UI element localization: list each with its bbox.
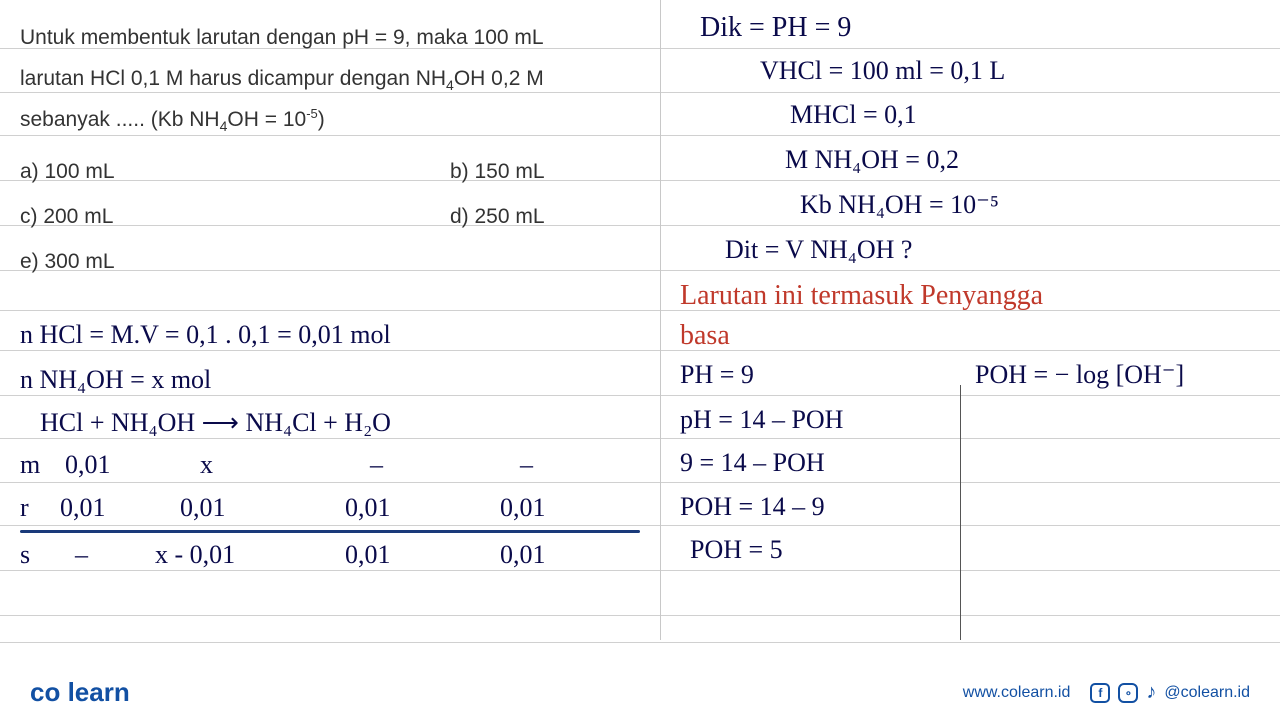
m-label: m [20,450,40,480]
s-v1: – [75,540,88,570]
m-v1: 0,01 [65,450,111,480]
option-e: e) 300 mL [20,250,115,274]
instagram-icon: ∘ [1118,683,1138,703]
s-v2: x - 0,01 [155,540,235,570]
work-nnh4oh: n NH₄OH = x mol [20,365,211,395]
r-v2: 0,01 [180,493,226,523]
footer-url: www.colearn.id [963,684,1071,702]
work-poh1: POH = 14 – 9 [680,492,825,522]
option-c: c) 200 mL [20,205,113,229]
given-mhcl: MHCl = 0,1 [790,100,917,130]
question-line1: Untuk membentuk larutan dengan pH = 9, m… [20,18,640,59]
r-label: r [20,493,29,523]
m-v2: x [200,450,213,480]
reaction-divider [20,530,640,533]
r-v4: 0,01 [500,493,546,523]
given-dit: Dit = V NH₄OH ? [725,235,912,265]
tiktok-icon: ♪ [1146,681,1156,704]
question-block: Untuk membentuk larutan dengan pH = 9, m… [20,18,640,141]
given-mnh4oh: M NH₄OH = 0,2 [785,145,959,175]
s-v4: 0,01 [500,540,546,570]
footer: co learn www.colearn.id f ∘ ♪ @colearn.i… [0,665,1280,720]
given-kb: Kb NH₄OH = 10⁻⁵ [800,190,999,220]
note-line1: Larutan ini termasuk Penyangga [680,280,1043,312]
work-nhcl: n HCl = M.V = 0,1 . 0,1 = 0,01 mol [20,320,391,350]
m-v4: – [520,450,533,480]
s-label: s [20,540,30,570]
vertical-divider-sub [960,385,961,640]
question-line3: sebanyak ..... (Kb NH4OH = 10-5) [20,100,640,141]
work-poh5: POH = 5 [690,535,783,565]
work-reaction: HCl + NH₄OH ⟶ NH₄Cl + H₂O [40,408,391,438]
option-d: d) 250 mL [450,205,545,229]
work-ph9: PH = 9 [680,360,754,390]
note-line2: basa [680,320,730,352]
given-dik: Dik = PH = 9 [700,12,851,44]
option-b: b) 150 mL [450,160,545,184]
footer-handle: @colearn.id [1164,684,1250,702]
social-icons: f ∘ ♪ @colearn.id [1090,681,1250,704]
s-v3: 0,01 [345,540,391,570]
work-ph14: pH = 14 – POH [680,405,843,435]
given-vhcl: VHCl = 100 ml = 0,1 L [760,56,1005,86]
vertical-divider-main [660,0,661,640]
brand-logo: co learn [30,677,130,708]
work-eq9: 9 = 14 – POH [680,448,825,478]
question-line2: larutan HCl 0,1 M harus dicampur dengan … [20,59,640,100]
m-v3: – [370,450,383,480]
option-a: a) 100 mL [20,160,115,184]
r-v3: 0,01 [345,493,391,523]
facebook-icon: f [1090,683,1110,703]
r-v1: 0,01 [60,493,106,523]
work-pohdef: POH = − log [OH⁻] [975,360,1184,390]
